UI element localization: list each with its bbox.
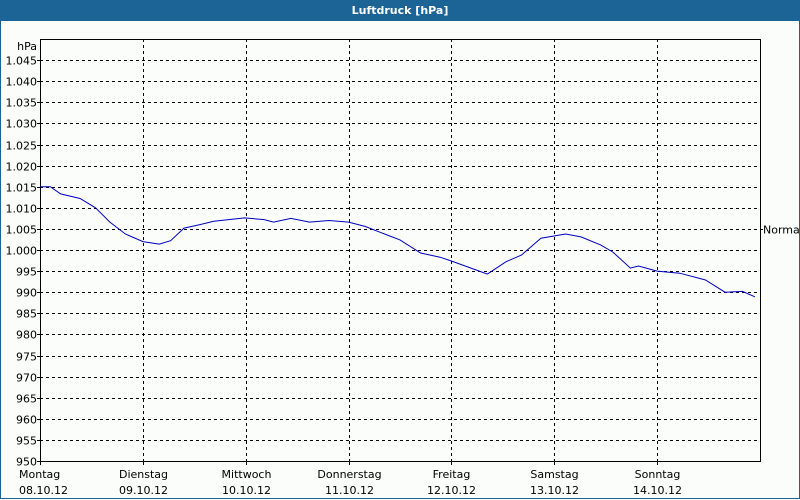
y-tick-label: 1.010 (6, 203, 38, 216)
y-tick-label: 985 (16, 308, 37, 321)
y-tick-label: 990 (16, 287, 37, 300)
x-day-label: Freitag (433, 468, 471, 481)
x-day-label: Dienstag (119, 468, 168, 481)
y-tick-label: 1.040 (6, 76, 38, 89)
y-tick-label: 1.020 (6, 161, 38, 174)
x-day-label: Montag (19, 468, 60, 481)
normal-reference-label: Normal (763, 224, 800, 237)
pressure-line (40, 186, 756, 298)
y-tick-label: 1.015 (6, 182, 38, 195)
x-day-label: Mittwoch (222, 468, 272, 481)
y-tick-label: 960 (16, 414, 37, 427)
x-date-label: 14.10.12 (633, 484, 682, 497)
y-tick-label: 995 (16, 266, 37, 279)
y-axis-unit: hPa (17, 40, 37, 53)
y-tick-label: 980 (16, 329, 37, 342)
x-date-label: 11.10.12 (325, 484, 374, 497)
y-tick-label: 955 (16, 435, 37, 448)
x-day-label: Samstag (530, 468, 578, 481)
y-tick-label: 1.045 (6, 55, 38, 68)
y-tick-label: 1.030 (6, 118, 38, 131)
plot-area-border (40, 39, 761, 462)
y-tick-label: 1.025 (6, 140, 38, 153)
y-tick-label: 1.005 (6, 224, 38, 237)
x-date-label: 12.10.12 (427, 484, 476, 497)
y-tick-label: 975 (16, 351, 37, 364)
y-tick-label: 965 (16, 393, 37, 406)
x-day-label: Sonntag (635, 468, 681, 481)
x-date-label: 10.10.12 (222, 484, 271, 497)
y-tick-label: 1.035 (6, 97, 38, 110)
y-tick-label: 950 (16, 456, 37, 469)
y-tick-label: 970 (16, 372, 37, 385)
chart-title: Luftdruck [hPa] (0, 0, 800, 21)
x-date-label: 08.10.12 (19, 484, 68, 497)
x-date-label: 13.10.12 (530, 484, 579, 497)
y-tick-label: 1.000 (6, 245, 38, 258)
x-day-label: Donnerstag (317, 468, 381, 481)
x-date-label: 09.10.12 (119, 484, 168, 497)
